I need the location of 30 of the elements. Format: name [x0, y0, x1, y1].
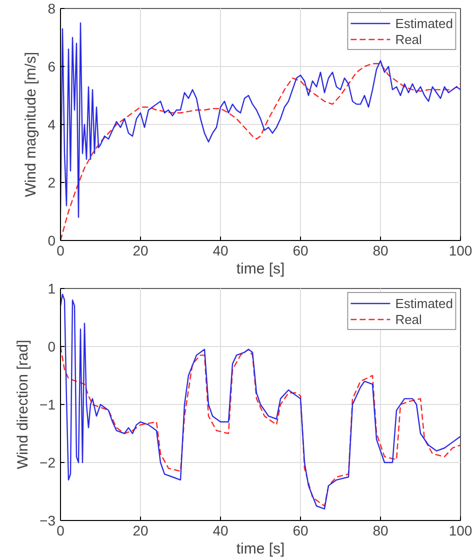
y-axis-title: Wind direction [rad]: [14, 340, 32, 470]
x-axis-title: time [s]: [236, 260, 285, 278]
y-tick-label: 0: [48, 338, 56, 354]
y-tick-label: −2: [40, 454, 56, 470]
legend-label: Estimated: [395, 15, 453, 31]
y-tick-label: 6: [48, 58, 56, 74]
y-tick-label: 2: [48, 174, 56, 190]
y-tick-label: 0: [48, 232, 56, 248]
legend-label: Real: [395, 311, 422, 327]
x-tick-label: 60: [292, 522, 308, 538]
x-tick-label: 100: [448, 242, 472, 258]
x-tick-label: 80: [372, 522, 388, 538]
x-axis-title: time [s]: [236, 540, 285, 558]
y-tick-label: 8: [48, 0, 56, 16]
x-tick-label: 60: [292, 242, 308, 258]
y-tick-label: 4: [48, 116, 56, 132]
x-tick-label: 20: [132, 522, 148, 538]
y-tick-label: −1: [40, 396, 56, 412]
x-tick-label: 20: [132, 242, 148, 258]
x-tick-label: 100: [448, 522, 472, 538]
legend-label: Real: [395, 31, 422, 47]
x-tick-label: 40: [212, 242, 228, 258]
x-tick-label: 80: [372, 242, 388, 258]
line-series: [60, 346, 460, 507]
legend-label: Estimated: [395, 295, 453, 311]
y-axis-title: Wind magnitude [m/s]: [22, 52, 40, 198]
y-tick-label: 1: [48, 280, 56, 296]
line-series: [60, 294, 460, 510]
y-tick-label: −3: [40, 512, 56, 528]
x-tick-label: 40: [212, 522, 228, 538]
